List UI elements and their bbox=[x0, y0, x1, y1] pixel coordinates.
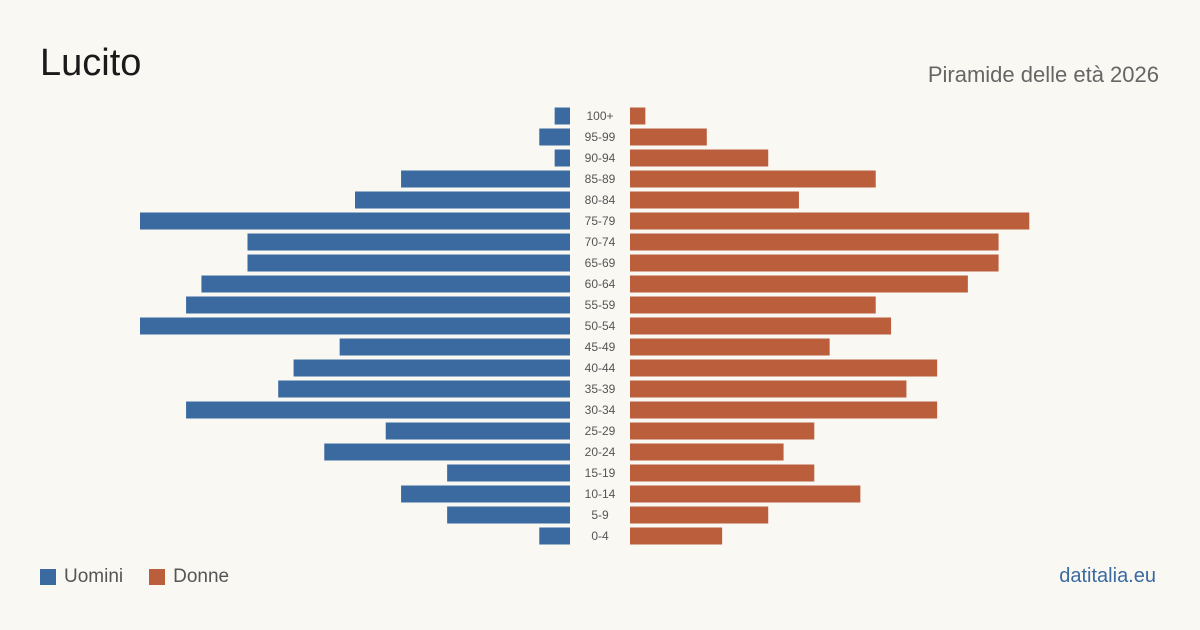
bar-women-85-89 bbox=[630, 170, 876, 188]
age-label-75-79: 75-79 bbox=[585, 214, 616, 228]
bar-women-75-79 bbox=[630, 212, 1030, 230]
age-label-5-9: 5-9 bbox=[591, 508, 609, 522]
bar-women-100+ bbox=[630, 107, 646, 125]
bar-women-25-29 bbox=[630, 422, 815, 440]
age-label-85-89: 85-89 bbox=[585, 172, 616, 186]
age-label-60-64: 60-64 bbox=[585, 277, 616, 291]
bar-women-15-19 bbox=[630, 464, 815, 482]
bar-women-20-24 bbox=[630, 443, 784, 461]
bar-men-70-74 bbox=[247, 233, 570, 251]
bar-men-20-24 bbox=[324, 443, 570, 461]
age-label-45-49: 45-49 bbox=[585, 340, 616, 354]
bar-women-5-9 bbox=[630, 506, 769, 524]
legend-label-women: Donne bbox=[173, 566, 230, 587]
age-label-0-4: 0-4 bbox=[591, 529, 609, 543]
age-label-35-39: 35-39 bbox=[585, 382, 616, 396]
bar-men-75-79 bbox=[140, 212, 570, 230]
bar-women-60-64 bbox=[630, 275, 968, 293]
age-label-95-99: 95-99 bbox=[585, 130, 616, 144]
legend-item-women: Donne bbox=[149, 566, 229, 588]
source-link[interactable]: datitalia.eu bbox=[1059, 565, 1156, 587]
legend-swatch-men bbox=[40, 569, 56, 585]
age-label-65-69: 65-69 bbox=[585, 256, 616, 270]
age-label-50-54: 50-54 bbox=[585, 319, 616, 333]
bar-men-30-34 bbox=[186, 401, 571, 419]
bar-women-35-39 bbox=[630, 380, 907, 398]
bar-men-5-9 bbox=[447, 506, 570, 524]
bar-men-15-19 bbox=[447, 464, 570, 482]
bar-women-40-44 bbox=[630, 359, 938, 377]
age-label-55-59: 55-59 bbox=[585, 298, 616, 312]
bar-women-0-4 bbox=[630, 527, 723, 545]
bar-men-25-29 bbox=[385, 422, 570, 440]
age-label-100+: 100+ bbox=[586, 109, 613, 123]
age-label-20-24: 20-24 bbox=[585, 445, 616, 459]
bar-men-35-39 bbox=[278, 380, 570, 398]
bar-men-10-14 bbox=[401, 485, 570, 503]
bar-men-45-49 bbox=[339, 338, 570, 356]
age-label-80-84: 80-84 bbox=[585, 193, 616, 207]
bar-men-60-64 bbox=[201, 275, 570, 293]
legend: Uomini Donne bbox=[40, 566, 255, 588]
bar-men-50-54 bbox=[140, 317, 570, 335]
bar-men-0-4 bbox=[539, 527, 570, 545]
bar-women-95-99 bbox=[630, 128, 707, 146]
age-label-15-19: 15-19 bbox=[585, 466, 616, 480]
age-label-40-44: 40-44 bbox=[585, 361, 616, 375]
bar-women-30-34 bbox=[630, 401, 938, 419]
bar-men-100+ bbox=[554, 107, 570, 125]
bar-women-10-14 bbox=[630, 485, 861, 503]
bar-men-95-99 bbox=[539, 128, 570, 146]
age-label-25-29: 25-29 bbox=[585, 424, 616, 438]
bar-women-70-74 bbox=[630, 233, 999, 251]
bar-men-85-89 bbox=[401, 170, 570, 188]
age-label-30-34: 30-34 bbox=[585, 403, 616, 417]
bar-men-90-94 bbox=[554, 149, 570, 167]
bar-women-50-54 bbox=[630, 317, 892, 335]
bar-women-55-59 bbox=[630, 296, 876, 314]
bar-men-65-69 bbox=[247, 254, 570, 272]
age-label-90-94: 90-94 bbox=[585, 151, 616, 165]
bar-women-80-84 bbox=[630, 191, 799, 209]
chart-subtitle: Piramide delle età 2026 bbox=[927, 62, 1159, 87]
legend-item-men: Uomini bbox=[40, 566, 123, 588]
chart-title: Lucito bbox=[40, 42, 142, 84]
bar-men-80-84 bbox=[355, 191, 570, 209]
bar-women-65-69 bbox=[630, 254, 999, 272]
bar-men-55-59 bbox=[186, 296, 571, 314]
age-label-10-14: 10-14 bbox=[585, 487, 616, 501]
bar-men-40-44 bbox=[293, 359, 570, 377]
bar-women-45-49 bbox=[630, 338, 830, 356]
bar-women-90-94 bbox=[630, 149, 769, 167]
legend-label-men: Uomini bbox=[64, 566, 124, 587]
legend-swatch-women bbox=[149, 569, 166, 585]
age-label-70-74: 70-74 bbox=[585, 235, 616, 249]
